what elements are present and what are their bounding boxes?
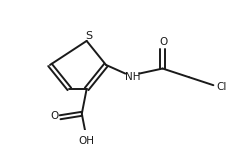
Text: Cl: Cl <box>216 82 227 92</box>
Text: NH: NH <box>125 72 140 82</box>
Text: OH: OH <box>79 136 95 144</box>
Text: O: O <box>50 111 58 121</box>
Text: O: O <box>160 37 168 47</box>
Text: S: S <box>85 31 92 41</box>
